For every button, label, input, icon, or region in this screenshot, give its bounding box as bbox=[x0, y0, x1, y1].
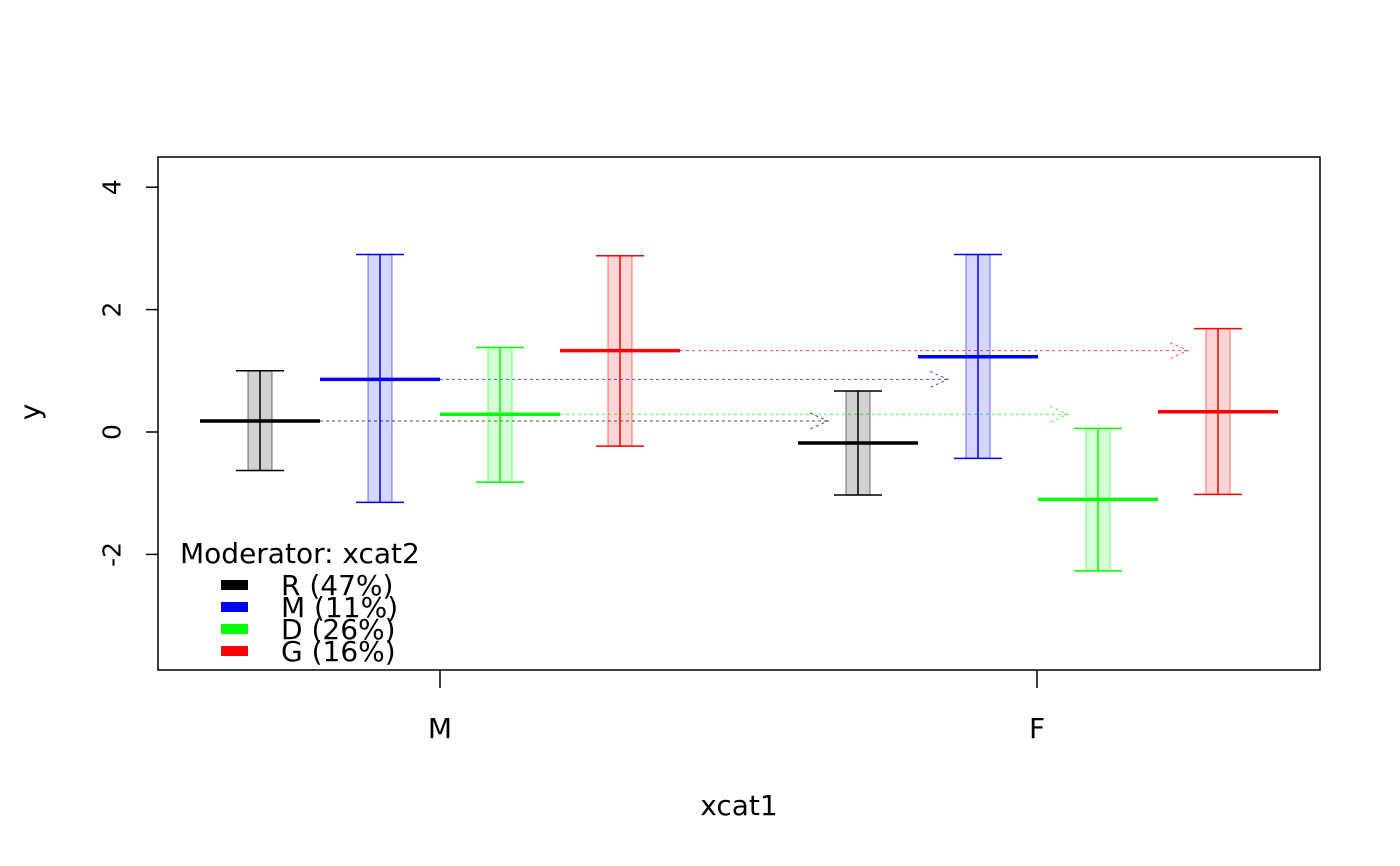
legend-label: G (16%) bbox=[281, 635, 396, 668]
legend-swatch bbox=[221, 602, 248, 612]
legend-title: Moderator: xcat2 bbox=[180, 537, 420, 570]
y-axis-title: y bbox=[14, 404, 47, 421]
y-tick-label: 4 bbox=[98, 179, 127, 195]
x-axis-title: xcat1 bbox=[700, 789, 777, 822]
legend-swatch bbox=[221, 646, 248, 656]
legend-swatch bbox=[221, 624, 248, 634]
legend-label: D (26%) bbox=[281, 613, 396, 646]
legend-label: R (47%) bbox=[281, 569, 393, 602]
plot-frame bbox=[157, 156, 1321, 671]
y-tick-label: 0 bbox=[98, 424, 127, 440]
x-tick-label: M bbox=[428, 712, 452, 745]
trend-arrow-head bbox=[1169, 342, 1190, 360]
chart-marks bbox=[200, 253, 1278, 572]
y-tick-label: 2 bbox=[98, 302, 127, 318]
trend-arrow-head bbox=[1049, 405, 1070, 423]
legend-label: M (11%) bbox=[281, 591, 398, 624]
trend-arrow-head bbox=[929, 370, 950, 388]
y-tick-label: -2 bbox=[98, 542, 127, 567]
x-tick-label: F bbox=[1029, 712, 1045, 745]
trend-arrow-head bbox=[809, 412, 830, 430]
legend-swatch bbox=[221, 580, 248, 590]
